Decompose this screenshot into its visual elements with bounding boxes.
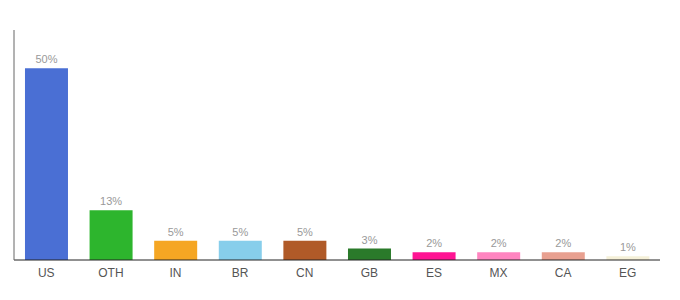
svg-text:13%: 13% [100,195,122,207]
svg-text:2%: 2% [555,237,571,249]
svg-text:OTH: OTH [98,266,123,280]
svg-text:50%: 50% [35,53,57,65]
svg-text:EG: EG [619,266,636,280]
svg-text:ES: ES [426,266,442,280]
svg-text:GB: GB [361,266,378,280]
svg-text:2%: 2% [426,237,442,249]
svg-text:5%: 5% [297,226,313,238]
svg-text:1%: 1% [620,241,636,253]
svg-text:5%: 5% [168,226,184,238]
svg-text:3%: 3% [362,234,378,246]
svg-text:IN: IN [170,266,182,280]
svg-text:CN: CN [296,266,313,280]
svg-text:US: US [38,266,55,280]
svg-text:CA: CA [555,266,572,280]
svg-text:BR: BR [232,266,249,280]
svg-text:5%: 5% [232,226,248,238]
svg-text:2%: 2% [491,237,507,249]
svg-text:MX: MX [490,266,508,280]
